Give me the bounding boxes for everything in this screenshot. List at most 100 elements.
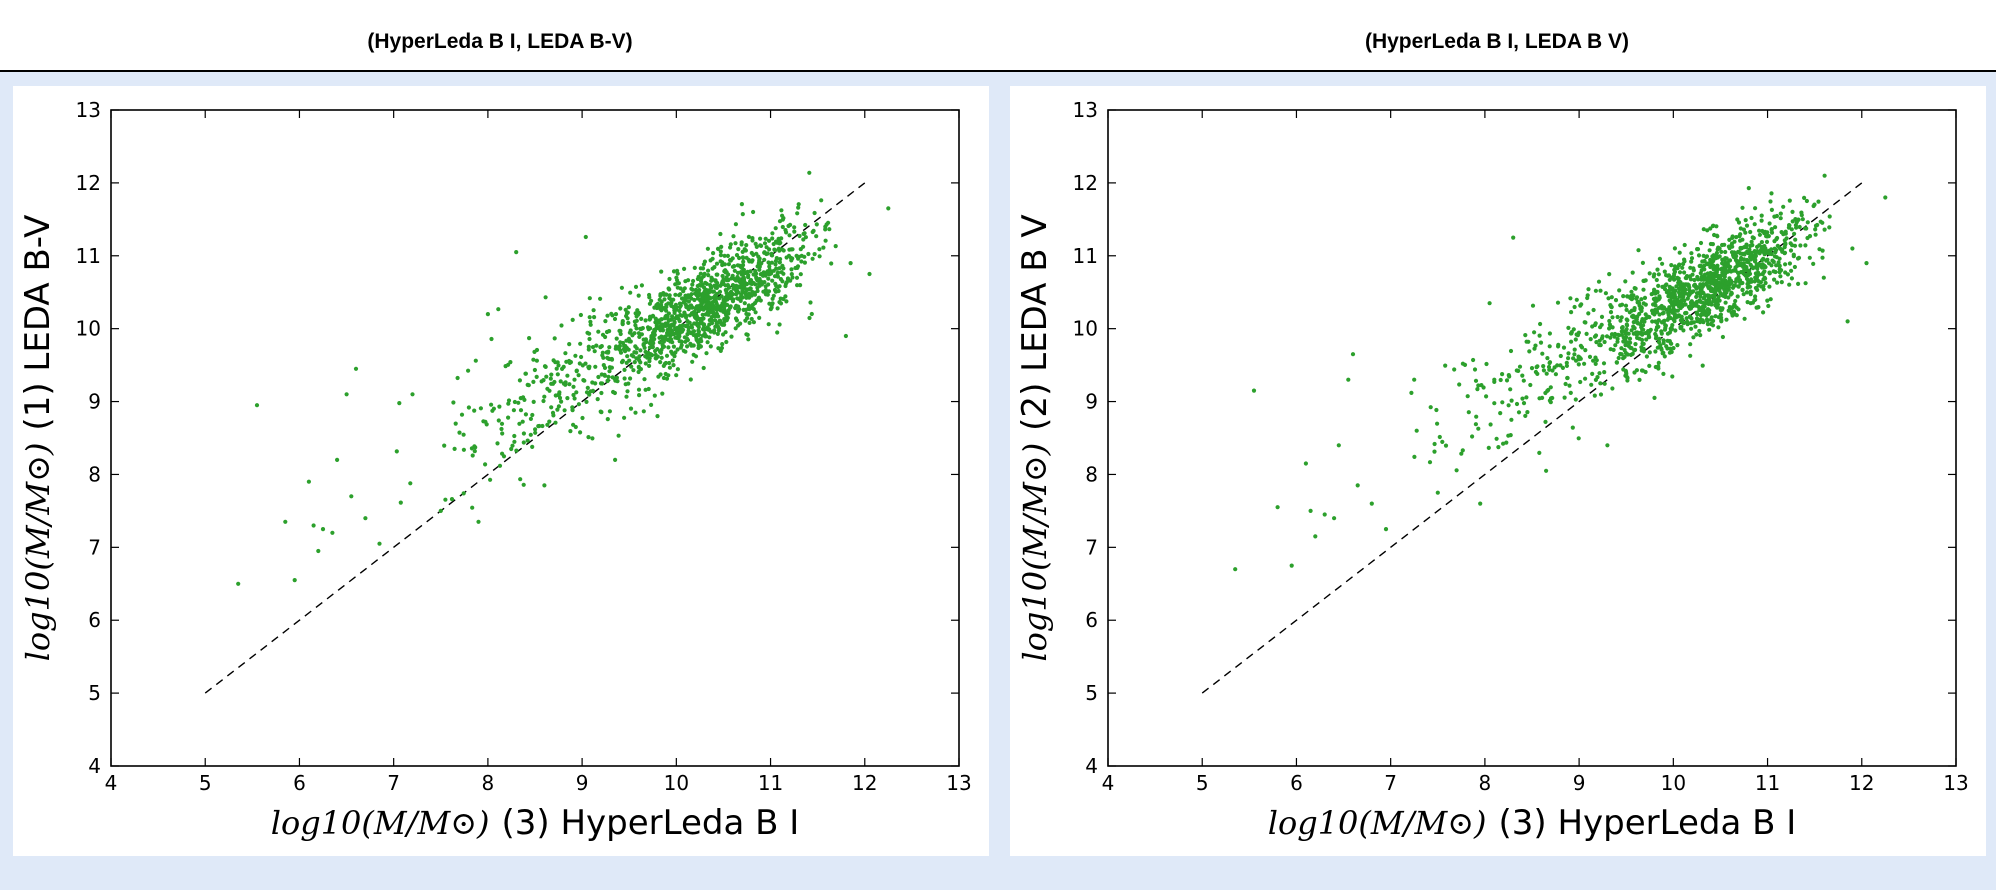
data-point: [770, 278, 775, 283]
data-point: [516, 400, 521, 405]
data-point: [1516, 410, 1522, 415]
data-point: [649, 298, 654, 303]
data-point: [695, 321, 700, 326]
data-point: [1725, 281, 1730, 286]
data-point: [1685, 296, 1690, 301]
data-point: [1593, 321, 1598, 326]
data-point: [649, 335, 654, 340]
data-point: [639, 316, 644, 321]
data-point: [1775, 280, 1780, 285]
data-point: [363, 516, 368, 521]
data-point: [549, 405, 554, 410]
data-point: [867, 271, 872, 277]
data-point: [1698, 313, 1703, 318]
data-point: [550, 410, 556, 415]
data-point: [737, 277, 742, 282]
data-point: [685, 337, 691, 343]
data-point: [658, 292, 663, 297]
scatter-points: [1233, 173, 1888, 572]
data-point: [707, 335, 712, 340]
data-point: [763, 236, 768, 241]
data-point: [531, 399, 536, 404]
data-point: [1572, 347, 1577, 352]
data-point: [455, 375, 460, 381]
data-point: [1757, 232, 1762, 237]
data-point: [1794, 225, 1799, 230]
data-point: [1752, 222, 1757, 227]
data-point: [1698, 240, 1704, 246]
data-point: [1639, 345, 1644, 350]
y-tick-label: 6: [1085, 608, 1098, 632]
data-point: [520, 419, 525, 424]
data-point: [572, 377, 577, 382]
data-point: [236, 581, 241, 586]
data-point: [809, 311, 814, 317]
data-point: [1785, 272, 1790, 277]
data-point: [1722, 274, 1727, 279]
chart-title-left: (HyperLeda B I, LEDA B-V): [367, 30, 633, 53]
data-point: [1719, 249, 1724, 254]
data-point: [1308, 508, 1313, 513]
data-point: [556, 363, 561, 368]
data-point: [1789, 268, 1794, 273]
data-point: [1432, 449, 1437, 454]
data-point: [750, 289, 755, 294]
data-point: [1639, 319, 1644, 324]
data-point: [699, 279, 704, 284]
data-point: [590, 436, 595, 441]
data-point: [1714, 224, 1719, 229]
data-point: [1630, 351, 1635, 356]
data-point: [1705, 262, 1710, 267]
data-point: [1805, 235, 1810, 241]
data-point: [565, 396, 570, 401]
data-point: [512, 433, 517, 439]
data-point: [567, 382, 572, 387]
data-point: [1744, 242, 1749, 247]
x-axis-label: log10(M/M⊙) (3) HyperLeda B I: [271, 803, 800, 843]
data-point: [461, 432, 466, 437]
data-point: [614, 336, 619, 341]
data-point: [770, 231, 775, 236]
data-point: [723, 283, 728, 288]
data-point: [665, 327, 670, 332]
data-point: [609, 356, 614, 362]
data-point: [1608, 347, 1613, 352]
data-point: [637, 393, 642, 398]
data-point: [646, 350, 651, 355]
data-point: [1558, 363, 1563, 368]
data-point: [1756, 278, 1761, 284]
data-point: [732, 268, 737, 273]
data-point: [724, 313, 729, 318]
data-point: [1792, 243, 1798, 248]
data-point: [709, 278, 714, 283]
data-point: [698, 283, 704, 288]
data-point: [1640, 327, 1645, 332]
data-point: [637, 334, 642, 339]
data-point: [1800, 217, 1805, 222]
data-point: [452, 446, 457, 451]
data-point: [562, 408, 567, 413]
data-point: [1486, 445, 1491, 450]
data-point: [543, 295, 548, 300]
data-point: [810, 229, 815, 235]
data-point: [767, 261, 772, 266]
data-point: [719, 244, 724, 249]
data-point: [1650, 308, 1655, 313]
data-point: [1573, 358, 1579, 363]
data-point: [624, 394, 629, 399]
data-point: [1586, 311, 1591, 316]
data-point: [647, 363, 652, 368]
data-point: [1757, 228, 1762, 233]
data-point: [1529, 366, 1535, 371]
data-point: [1747, 268, 1752, 273]
data-point: [525, 382, 530, 387]
data-point: [763, 287, 768, 293]
data-point: [1820, 255, 1825, 260]
data-point: [795, 264, 801, 269]
data-point: [353, 366, 359, 371]
data-point: [634, 314, 639, 319]
data-point: [1761, 310, 1766, 315]
data-point: [1721, 293, 1726, 298]
data-point: [724, 288, 729, 293]
data-point: [1538, 321, 1543, 327]
